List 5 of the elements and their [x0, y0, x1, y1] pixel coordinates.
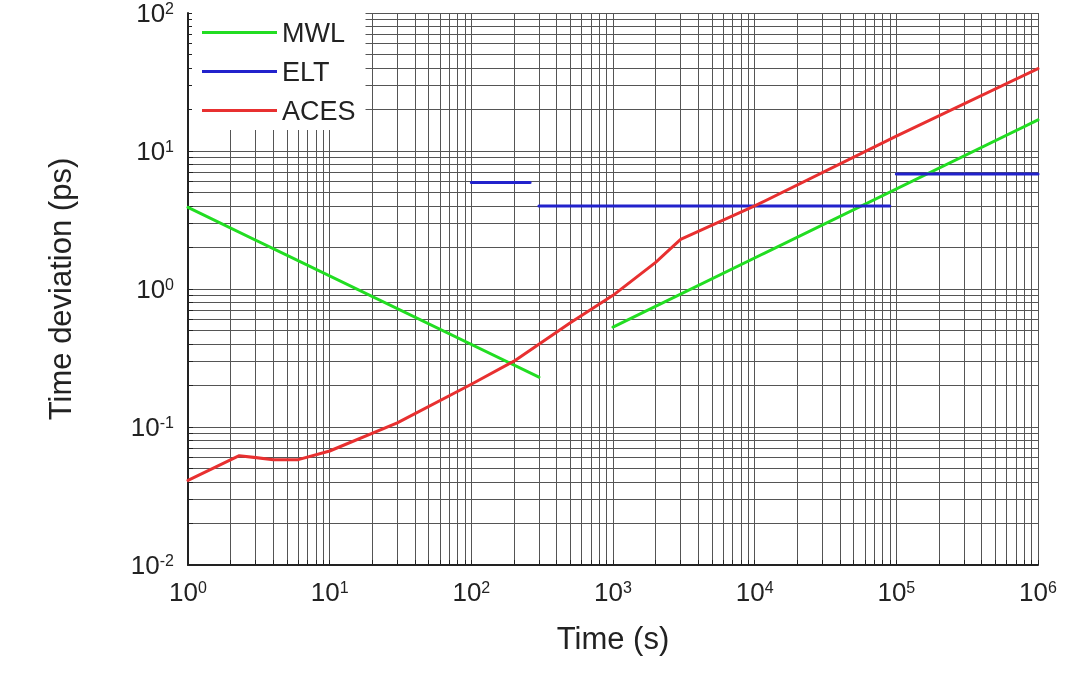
legend-label: MWL [282, 17, 345, 48]
x-axis-title: Time (s) [556, 621, 670, 656]
legend-label: ELT [282, 56, 330, 87]
legend-label: ACES [282, 95, 356, 126]
y-axis-title: Time deviation (ps) [43, 157, 78, 421]
